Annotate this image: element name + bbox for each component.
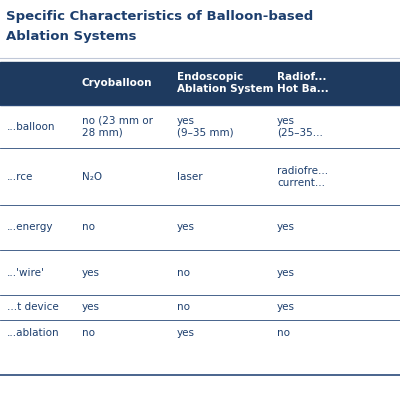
Text: yes: yes [82, 268, 100, 278]
Text: no: no [82, 222, 95, 232]
Text: Specific Characteristics of Balloon-based: Specific Characteristics of Balloon-base… [6, 10, 313, 23]
Text: no: no [177, 302, 190, 312]
Text: yes: yes [177, 328, 195, 338]
Text: ...balloon: ...balloon [7, 122, 56, 132]
Text: ...'wire': ...'wire' [7, 268, 45, 278]
Text: N₂O: N₂O [82, 172, 102, 182]
Text: laser: laser [177, 172, 203, 182]
Text: radiofre...
current...: radiofre... current... [277, 166, 328, 188]
Text: yes: yes [82, 302, 100, 312]
Text: Endoscopic
Ablation System: Endoscopic Ablation System [177, 72, 274, 94]
Text: yes: yes [277, 268, 295, 278]
Text: yes: yes [177, 222, 195, 232]
Text: ...t device: ...t device [7, 302, 59, 312]
Text: Cryoballoon: Cryoballoon [82, 78, 152, 88]
Text: ...ablation: ...ablation [7, 328, 60, 338]
Text: no: no [82, 328, 95, 338]
Text: yes: yes [277, 222, 295, 232]
Text: ...rce: ...rce [7, 172, 33, 182]
Text: yes: yes [277, 302, 295, 312]
Text: no (23 mm or
28 mm): no (23 mm or 28 mm) [82, 116, 153, 138]
Text: ...energy: ...energy [7, 222, 54, 232]
Text: Ablation Systems: Ablation Systems [6, 30, 136, 43]
Text: no: no [177, 268, 190, 278]
Text: Radiof...
Hot Ba...: Radiof... Hot Ba... [277, 72, 329, 94]
Text: no: no [277, 328, 290, 338]
Text: yes
(9–35 mm): yes (9–35 mm) [177, 116, 234, 138]
Bar [0, 62, 400, 105]
Text: yes
(25–35...: yes (25–35... [277, 116, 323, 138]
